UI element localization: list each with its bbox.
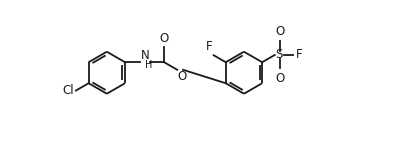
Text: Cl: Cl (63, 84, 74, 97)
Text: O: O (274, 72, 284, 85)
Text: H: H (145, 60, 152, 70)
Text: F: F (205, 40, 212, 53)
Text: F: F (295, 48, 302, 61)
Text: N: N (140, 49, 149, 62)
Text: S: S (274, 48, 282, 61)
Text: O: O (274, 25, 284, 38)
Text: O: O (159, 32, 168, 45)
Text: O: O (177, 70, 186, 83)
